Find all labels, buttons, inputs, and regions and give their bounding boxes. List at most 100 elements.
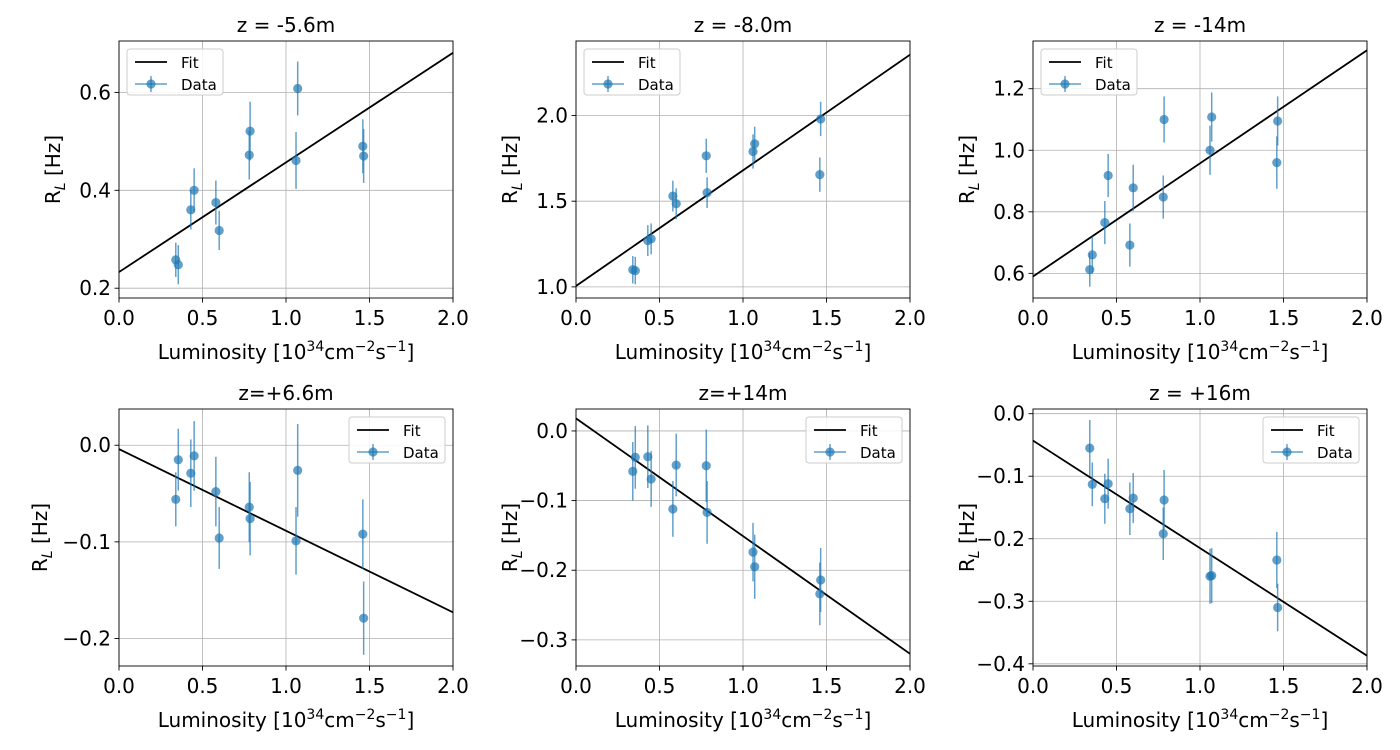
y-tick-label: −0.4 — [976, 652, 1025, 676]
data-point — [1272, 555, 1282, 565]
y-label-sub: L — [40, 550, 56, 558]
y-tick-label: 0.0 — [79, 433, 111, 457]
data-point — [189, 185, 199, 195]
x-tick-label: 1.0 — [270, 674, 302, 698]
y-tick-label: −0.1 — [519, 489, 568, 513]
plot-area — [576, 53, 910, 287]
x-tick-label: 1.5 — [354, 674, 386, 698]
x-tick-label: 0.0 — [560, 306, 592, 330]
x-label-text: s — [1289, 708, 1299, 732]
x-tick-label: 1.5 — [1268, 306, 1300, 330]
x-tick-label: 1.0 — [270, 306, 302, 330]
legend-fit-label: Fit — [1317, 422, 1335, 440]
x-label-text: Luminosity [10 — [615, 708, 764, 732]
data-point — [668, 191, 678, 201]
x-label-exp: −1 — [843, 707, 864, 723]
data-point — [630, 452, 640, 463]
x-tick-label: 2.0 — [437, 306, 469, 330]
y-axis-label: RL [Hz] — [41, 135, 69, 204]
x-label-exp: −1 — [386, 339, 407, 355]
data-point — [291, 155, 301, 166]
legend-fit-label: Fit — [1095, 54, 1113, 72]
data-point — [359, 151, 369, 161]
x-label-exp: 34 — [1220, 339, 1238, 355]
data-point — [750, 562, 760, 572]
x-axis-label: Luminosity [1034cm−2s−1] — [1072, 339, 1329, 364]
y-label-sub: L — [967, 550, 983, 558]
y-axis-label: RL [Hz] — [28, 503, 56, 572]
x-tick-label: 1.0 — [1184, 306, 1216, 330]
chart-title: z=+6.6m — [238, 381, 333, 405]
y-label-text: [Hz] — [498, 135, 522, 183]
x-tick-label: 0.0 — [1017, 674, 1049, 698]
data-point — [1087, 250, 1097, 260]
y-label-text: [Hz] — [28, 503, 52, 551]
legend-fit-label: Fit — [638, 54, 656, 72]
legend-data-swatch — [146, 79, 156, 89]
x-label-text: cm — [1238, 708, 1268, 732]
x-label-text: cm — [1238, 340, 1268, 364]
plot-area — [576, 417, 910, 655]
data-point — [293, 83, 303, 94]
data-point — [186, 205, 196, 215]
legend-data-label: Data — [1317, 444, 1353, 462]
legend-data-swatch — [368, 447, 378, 457]
panel-2: 0.0 0.5 1.0 1.5 2.0 1.0 1.5 2.0 z = -8.0m Luminos… — [498, 13, 926, 364]
x-tick-label: 2.0 — [1351, 306, 1383, 330]
data-point — [173, 260, 183, 270]
data-point — [702, 507, 712, 518]
data-point — [1128, 493, 1138, 503]
legend-data-label: Data — [638, 76, 674, 94]
x-tick-label: 0.0 — [1017, 306, 1049, 330]
x-tick-label: 0.0 — [103, 306, 135, 330]
data-point — [1207, 571, 1217, 581]
data-point — [630, 265, 640, 276]
x-label-text: s — [832, 708, 842, 732]
data-point — [1103, 170, 1113, 181]
data-point — [646, 234, 656, 244]
y-tick-label: 1.0 — [536, 275, 568, 299]
legend-data-swatch — [603, 79, 613, 89]
legend-data-label: Data — [403, 444, 439, 462]
data-point — [214, 533, 224, 543]
x-label-text: Luminosity [10 — [615, 340, 764, 364]
data-point — [189, 451, 199, 461]
data-point — [1272, 157, 1282, 168]
x-label-text: cm — [781, 340, 811, 364]
fit-line — [576, 53, 910, 287]
y-tick-label: 0.2 — [79, 276, 111, 300]
x-tick-label: 2.0 — [1351, 674, 1383, 698]
x-tick-label: 1.0 — [727, 674, 759, 698]
x-tick-label: 0.5 — [644, 306, 676, 330]
x-label-text: ] — [1320, 340, 1328, 364]
x-label-text: Luminosity [10 — [1072, 340, 1221, 364]
x-tick-label: 2.0 — [894, 674, 926, 698]
plot-area — [119, 421, 453, 655]
data-point — [816, 575, 826, 585]
panel-1: 0.0 0.5 1.0 1.5 2.0 0.2 0.4 0.6 z = -5.6m Luminos… — [41, 13, 469, 364]
data-point — [1273, 602, 1283, 613]
panel-5: 0.0 0.5 1.0 1.5 2.0 −0.3 −0.2 −0.1 0.0 z=+14m Lumi… — [498, 381, 926, 732]
legend-data-label: Data — [181, 76, 217, 94]
y-tick-label: −0.2 — [976, 527, 1025, 551]
y-label-text: [Hz] — [41, 135, 65, 183]
data-point — [1087, 479, 1097, 489]
data-point — [1100, 494, 1110, 504]
x-tick-label: 0.5 — [187, 306, 219, 330]
x-label-text: s — [832, 340, 842, 364]
data-point — [214, 225, 224, 236]
x-label-text: ] — [863, 708, 871, 732]
x-axis-label: Luminosity [1034cm−2s−1] — [615, 707, 872, 732]
data-point — [245, 126, 255, 136]
data-point — [1158, 529, 1168, 539]
data-point — [293, 465, 303, 475]
data-point — [671, 199, 681, 209]
x-tick-label: 1.5 — [811, 674, 843, 698]
y-tick-label: 1.2 — [993, 77, 1025, 101]
data-point — [643, 452, 653, 462]
x-label-text: cm — [324, 340, 354, 364]
y-label-text: R — [955, 558, 979, 572]
x-label-text: cm — [781, 708, 811, 732]
data-point — [171, 494, 181, 504]
